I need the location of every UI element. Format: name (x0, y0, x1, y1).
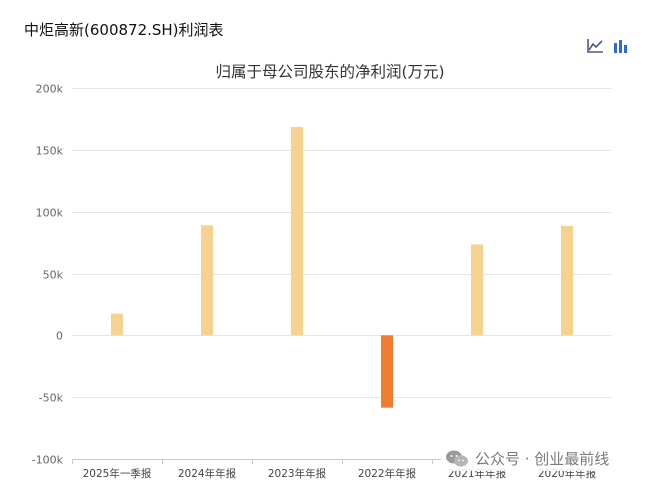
chart-title: 归属于母公司股东的净利润(万元) (215, 63, 445, 81)
chart-toolbar (586, 38, 630, 54)
bar (201, 225, 213, 336)
bar (291, 126, 303, 336)
watermark: 公众号 · 创业最前线 (441, 446, 614, 471)
x-tick-label: 2024年年报 (178, 467, 237, 480)
y-tick-label: 0 (56, 330, 63, 343)
line-chart-icon[interactable] (586, 38, 604, 54)
x-tick-label: 2023年年报 (268, 467, 327, 480)
bar (471, 244, 483, 336)
y-tick-label: 200k (36, 83, 64, 96)
y-tick-label: 150k (36, 145, 64, 158)
bar (111, 313, 123, 336)
y-tick-label: -50k (39, 392, 64, 405)
y-tick-label: -100k (32, 454, 64, 467)
bar-chart-icon[interactable] (612, 38, 630, 54)
wechat-icon (446, 450, 468, 466)
watermark-text: 公众号 · 创业最前线 (475, 450, 610, 468)
y-tick-label: 100k (36, 207, 64, 220)
x-tick-label: 2025年一季报 (83, 467, 152, 480)
page-title: 中炬高新(600872.SH)利润表 (24, 21, 224, 39)
bar (381, 335, 393, 408)
bar (561, 225, 573, 336)
x-tick-label: 2022年年报 (358, 467, 417, 480)
y-tick-label: 50k (43, 269, 64, 282)
